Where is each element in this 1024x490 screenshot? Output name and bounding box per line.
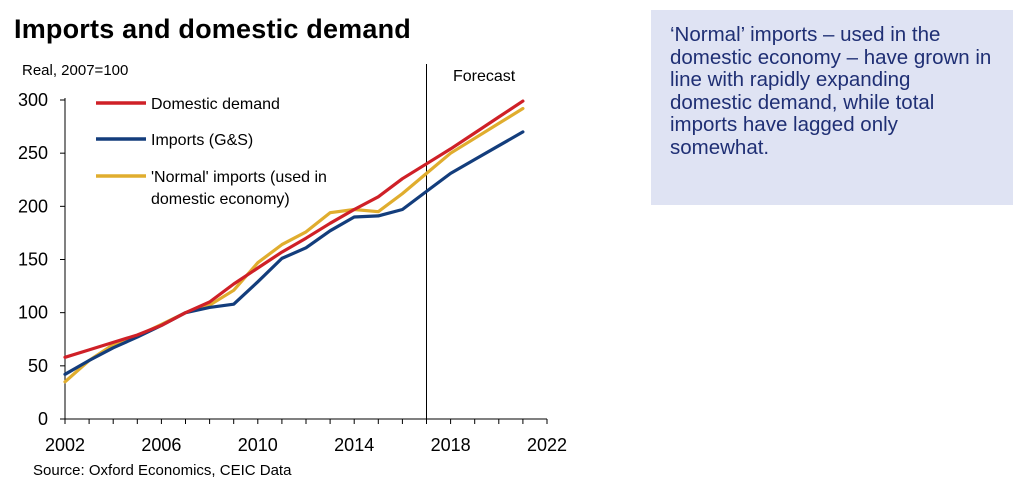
x-tick-label: 2010 bbox=[238, 435, 278, 455]
legend-label: domestic economy) bbox=[151, 191, 290, 208]
y-tick-label: 50 bbox=[28, 356, 48, 376]
legend: Domestic demand Imports (G&S) 'Normal' imp… bbox=[96, 96, 327, 208]
callout-text: ‘Normal’ imports – used in the domestic … bbox=[670, 23, 992, 159]
y-tick-label: 300 bbox=[18, 90, 48, 110]
y-tick-label: 250 bbox=[18, 143, 48, 163]
series-line bbox=[63, 130, 525, 376]
y-tick-label: 200 bbox=[18, 196, 48, 216]
x-tick-label: 2022 bbox=[527, 435, 567, 455]
series-line bbox=[63, 99, 525, 359]
x-tick-label: 2002 bbox=[45, 435, 85, 455]
x-tick-label: 2006 bbox=[141, 435, 181, 455]
y-tick-label: 100 bbox=[18, 303, 48, 323]
plot-area: 0 50 100 150 200 250 300 2002 2006 2010 2014 2018 20… bbox=[18, 64, 567, 455]
unit-label: Real, 2007=100 bbox=[22, 62, 128, 79]
y-tick-label: 0 bbox=[38, 409, 48, 429]
chart-title: Imports and domestic demand bbox=[14, 14, 411, 44]
legend-label: Imports (G&S) bbox=[151, 132, 253, 149]
legend-label: Domestic demand bbox=[151, 96, 280, 113]
x-tick-label: 2014 bbox=[334, 435, 374, 455]
legend-label: 'Normal' imports (used in bbox=[151, 169, 327, 186]
x-tick-label: 2018 bbox=[431, 435, 471, 455]
source-note: Source: Oxford Economics, CEIC Data bbox=[33, 462, 292, 479]
forecast-label: Forecast bbox=[453, 68, 516, 85]
commentary-callout: ‘Normal’ imports – used in the domestic … bbox=[651, 10, 1013, 205]
line-chart: Real, 2007=100 0 50 100 150 200 250 300 2002 200… bbox=[18, 62, 567, 479]
y-tick-label: 150 bbox=[18, 250, 48, 270]
